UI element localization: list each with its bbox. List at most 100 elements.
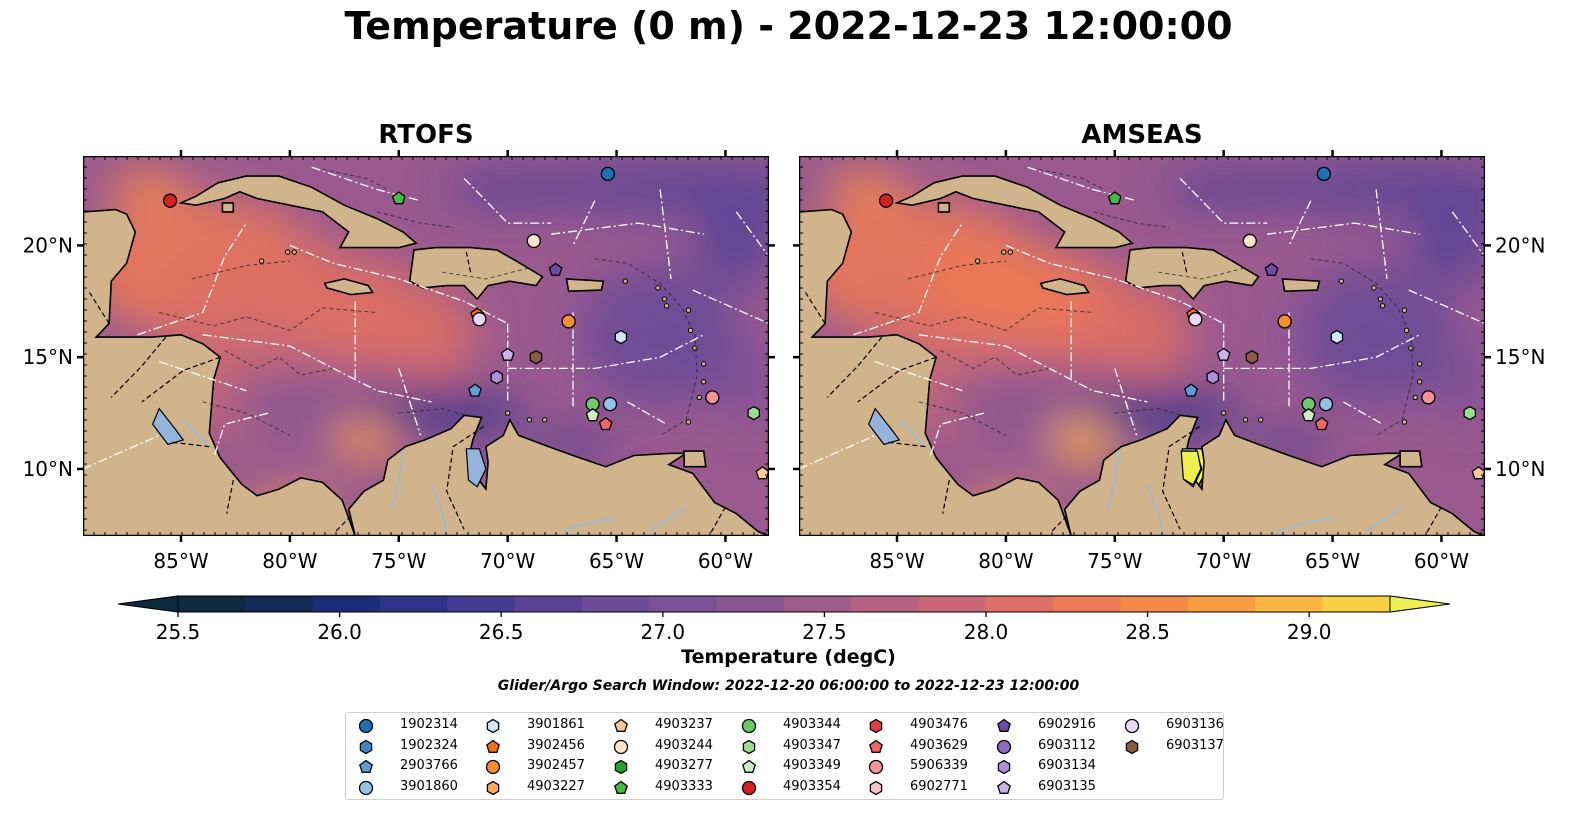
land-trinidad [683,450,707,468]
platform-4903244[interactable] [526,233,541,249]
rtofs-map[interactable] [83,156,769,536]
bathymetry-contour [224,350,334,376]
small-island [504,410,511,416]
platform-4903347[interactable] [1463,405,1477,421]
platform-3901860[interactable] [1318,396,1334,412]
small-island [1377,296,1384,302]
land-trinidad [1399,450,1423,468]
pentagon-marker-icon [359,759,373,773]
platform-6903136[interactable] [1188,312,1203,327]
platform-5906339[interactable] [1421,390,1436,405]
bathymetry-contour [376,211,454,228]
country-border [709,506,726,535]
platform-6903136[interactable] [472,312,487,327]
platform-6902916[interactable] [548,262,563,276]
colorbar-segment [851,596,920,612]
platform-4903347[interactable] [747,405,761,421]
platform-3901861[interactable] [614,329,628,345]
eez-boundary [1027,166,1137,202]
hexagon-marker-icon [742,739,756,754]
legend-label: 4903333 [655,778,713,794]
platform-2903766[interactable] [468,383,482,397]
platform-3901861[interactable] [1330,329,1344,345]
platform-4903244[interactable] [1242,233,1257,249]
country-border [141,356,221,403]
legend-label: 4903476 [910,717,968,732]
small-island [291,249,297,255]
pentagon-marker-icon [614,780,628,794]
legend-label: 1902324 [400,737,458,753]
circle-marker-icon [996,739,1012,754]
eez-boundary [202,334,432,403]
platform-6903134[interactable] [490,370,504,385]
country-border [110,336,167,398]
lon-tick-label: 60°W [698,549,753,573]
small-island [1257,417,1264,423]
pentagon-marker-icon [869,739,883,753]
platform-6903137[interactable] [1245,349,1259,365]
eez-boundary [799,434,876,470]
circle-marker-icon [613,739,629,754]
platform-4903354[interactable] [878,193,894,208]
map-frame [799,156,1485,536]
land-hispaniola [408,246,544,301]
river [1107,450,1121,510]
platform-4903333[interactable] [391,191,406,205]
colorbar-tick-label: 29.0 [1287,620,1332,642]
platform-4903237[interactable] [755,466,769,480]
platform-4903629[interactable] [1314,416,1329,431]
platform-6902916[interactable] [1264,262,1279,276]
small-island [1220,410,1227,416]
bathymetry-contour [398,408,476,418]
amseas-map[interactable] [799,156,1485,536]
small-island [1242,417,1249,423]
country-border [804,292,826,324]
platform-4903237[interactable] [1471,466,1485,480]
platform-4903349[interactable] [1301,407,1316,422]
eez-boundary [735,211,769,257]
country-border [857,356,937,403]
land-hispaniola [1124,246,1260,301]
platform-1902314[interactable] [1316,166,1331,182]
platform-6903137[interactable] [529,349,543,365]
platform-3902457[interactable] [561,314,576,329]
hexagon-marker-icon [614,759,628,775]
country-border [1181,251,1188,273]
lon-tick-label: 85°W [869,549,924,573]
colorbar-segment [582,596,650,612]
legend-label: 4903347 [783,737,841,753]
country-border [226,479,234,514]
platform-2903766[interactable] [1184,383,1198,397]
platform-6903135[interactable] [500,347,515,361]
colorbar-tick-label: 28.0 [964,620,1009,642]
platform-6903134[interactable] [1206,370,1220,385]
small-island [622,278,628,284]
lon-tick-label: 80°W [978,549,1033,573]
legend-label: 4903344 [783,717,841,732]
small-island [700,379,707,385]
circle-marker-icon [741,718,757,734]
hexagon-marker-icon [997,759,1011,775]
platform-1902314[interactable] [600,166,615,182]
small-island [663,303,670,309]
eez-boundary [1288,200,1312,246]
small-island [685,307,692,313]
country-border [826,336,883,398]
platform-4903333[interactable] [1107,191,1122,205]
platform-5906339[interactable] [705,390,720,405]
platform-4903349[interactable] [585,407,600,422]
bathymetry-contour [202,401,291,436]
lon-tick-label: 75°W [371,549,426,573]
platform-6903135[interactable] [1216,347,1231,361]
platform-4903354[interactable] [162,193,178,208]
pentagon-marker-icon [614,718,628,732]
country-border [1425,506,1442,535]
bathymetry-contour [191,260,290,280]
eez-boundary [692,289,769,325]
platform-4903629[interactable] [598,416,613,431]
circle-marker-icon [485,759,501,775]
country-border [170,441,210,448]
platform-3902457[interactable] [1277,314,1292,329]
small-island [285,249,291,255]
platform-3901860[interactable] [602,396,618,412]
